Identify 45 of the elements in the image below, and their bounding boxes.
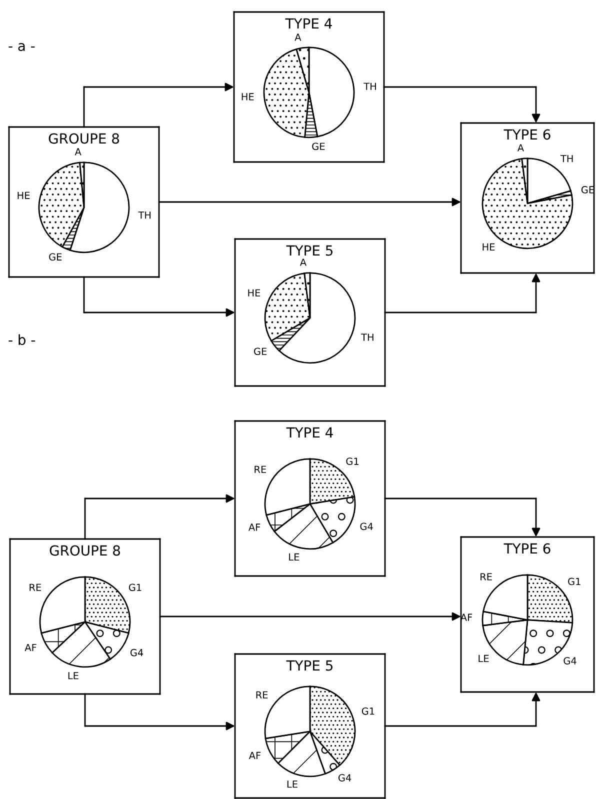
slice-label: TH bbox=[361, 334, 374, 341]
chart-title: TYPE 6 bbox=[504, 543, 550, 554]
slice-label: HE bbox=[248, 289, 260, 296]
slice-label: G1 bbox=[128, 584, 142, 592]
slice-label: LE bbox=[478, 654, 489, 662]
slice-label: GE bbox=[581, 186, 594, 194]
slice-label: TH bbox=[138, 212, 151, 219]
chart-title: TYPE 5 bbox=[286, 245, 332, 256]
slice-label: TH bbox=[560, 155, 573, 162]
slice-label: GE bbox=[49, 253, 62, 261]
chart-title: TYPE 6 bbox=[504, 129, 550, 140]
chart-title: GROUPE 8 bbox=[48, 133, 120, 144]
slice-label: A bbox=[294, 34, 302, 41]
slice-label: HE bbox=[482, 243, 495, 250]
slice-label: HE bbox=[18, 192, 30, 199]
slice-label: A bbox=[74, 148, 82, 156]
slice-label: RE bbox=[480, 573, 492, 580]
slice-label: HE bbox=[242, 93, 254, 100]
chart-title: GROUPE 8 bbox=[50, 545, 120, 556]
slice-label: G1 bbox=[346, 458, 358, 465]
slice-label: LE bbox=[289, 553, 300, 561]
slice-label: GE bbox=[254, 348, 267, 356]
slice-label: TH bbox=[364, 82, 376, 90]
slice-label: AF bbox=[248, 752, 261, 760]
slice-label: LE bbox=[287, 780, 298, 788]
slice-label: G1 bbox=[568, 578, 580, 586]
slice-label: AF bbox=[248, 524, 260, 531]
slice-label: A bbox=[300, 258, 306, 266]
slice-label: RE bbox=[30, 584, 41, 591]
chart-title: TYPE 5 bbox=[286, 660, 332, 671]
slice-label: G4 bbox=[338, 774, 352, 782]
text: - a - bbox=[8, 43, 35, 52]
slice-label: G1 bbox=[362, 707, 374, 715]
chart-title: TYPE 4 bbox=[286, 427, 333, 438]
slice-label: GE bbox=[312, 142, 325, 150]
slice-label: RE bbox=[256, 691, 268, 698]
chart-title: TYPE 4 bbox=[285, 18, 332, 29]
slice-label: LE bbox=[68, 672, 78, 680]
text: - b - bbox=[8, 334, 35, 346]
slice-label: A bbox=[517, 144, 524, 152]
slice-label: AF bbox=[24, 644, 36, 652]
slice-label: G4 bbox=[360, 522, 373, 530]
slice-label: G4 bbox=[130, 648, 144, 656]
slice-label: RE bbox=[254, 466, 266, 473]
slice-label: G4 bbox=[564, 657, 576, 664]
